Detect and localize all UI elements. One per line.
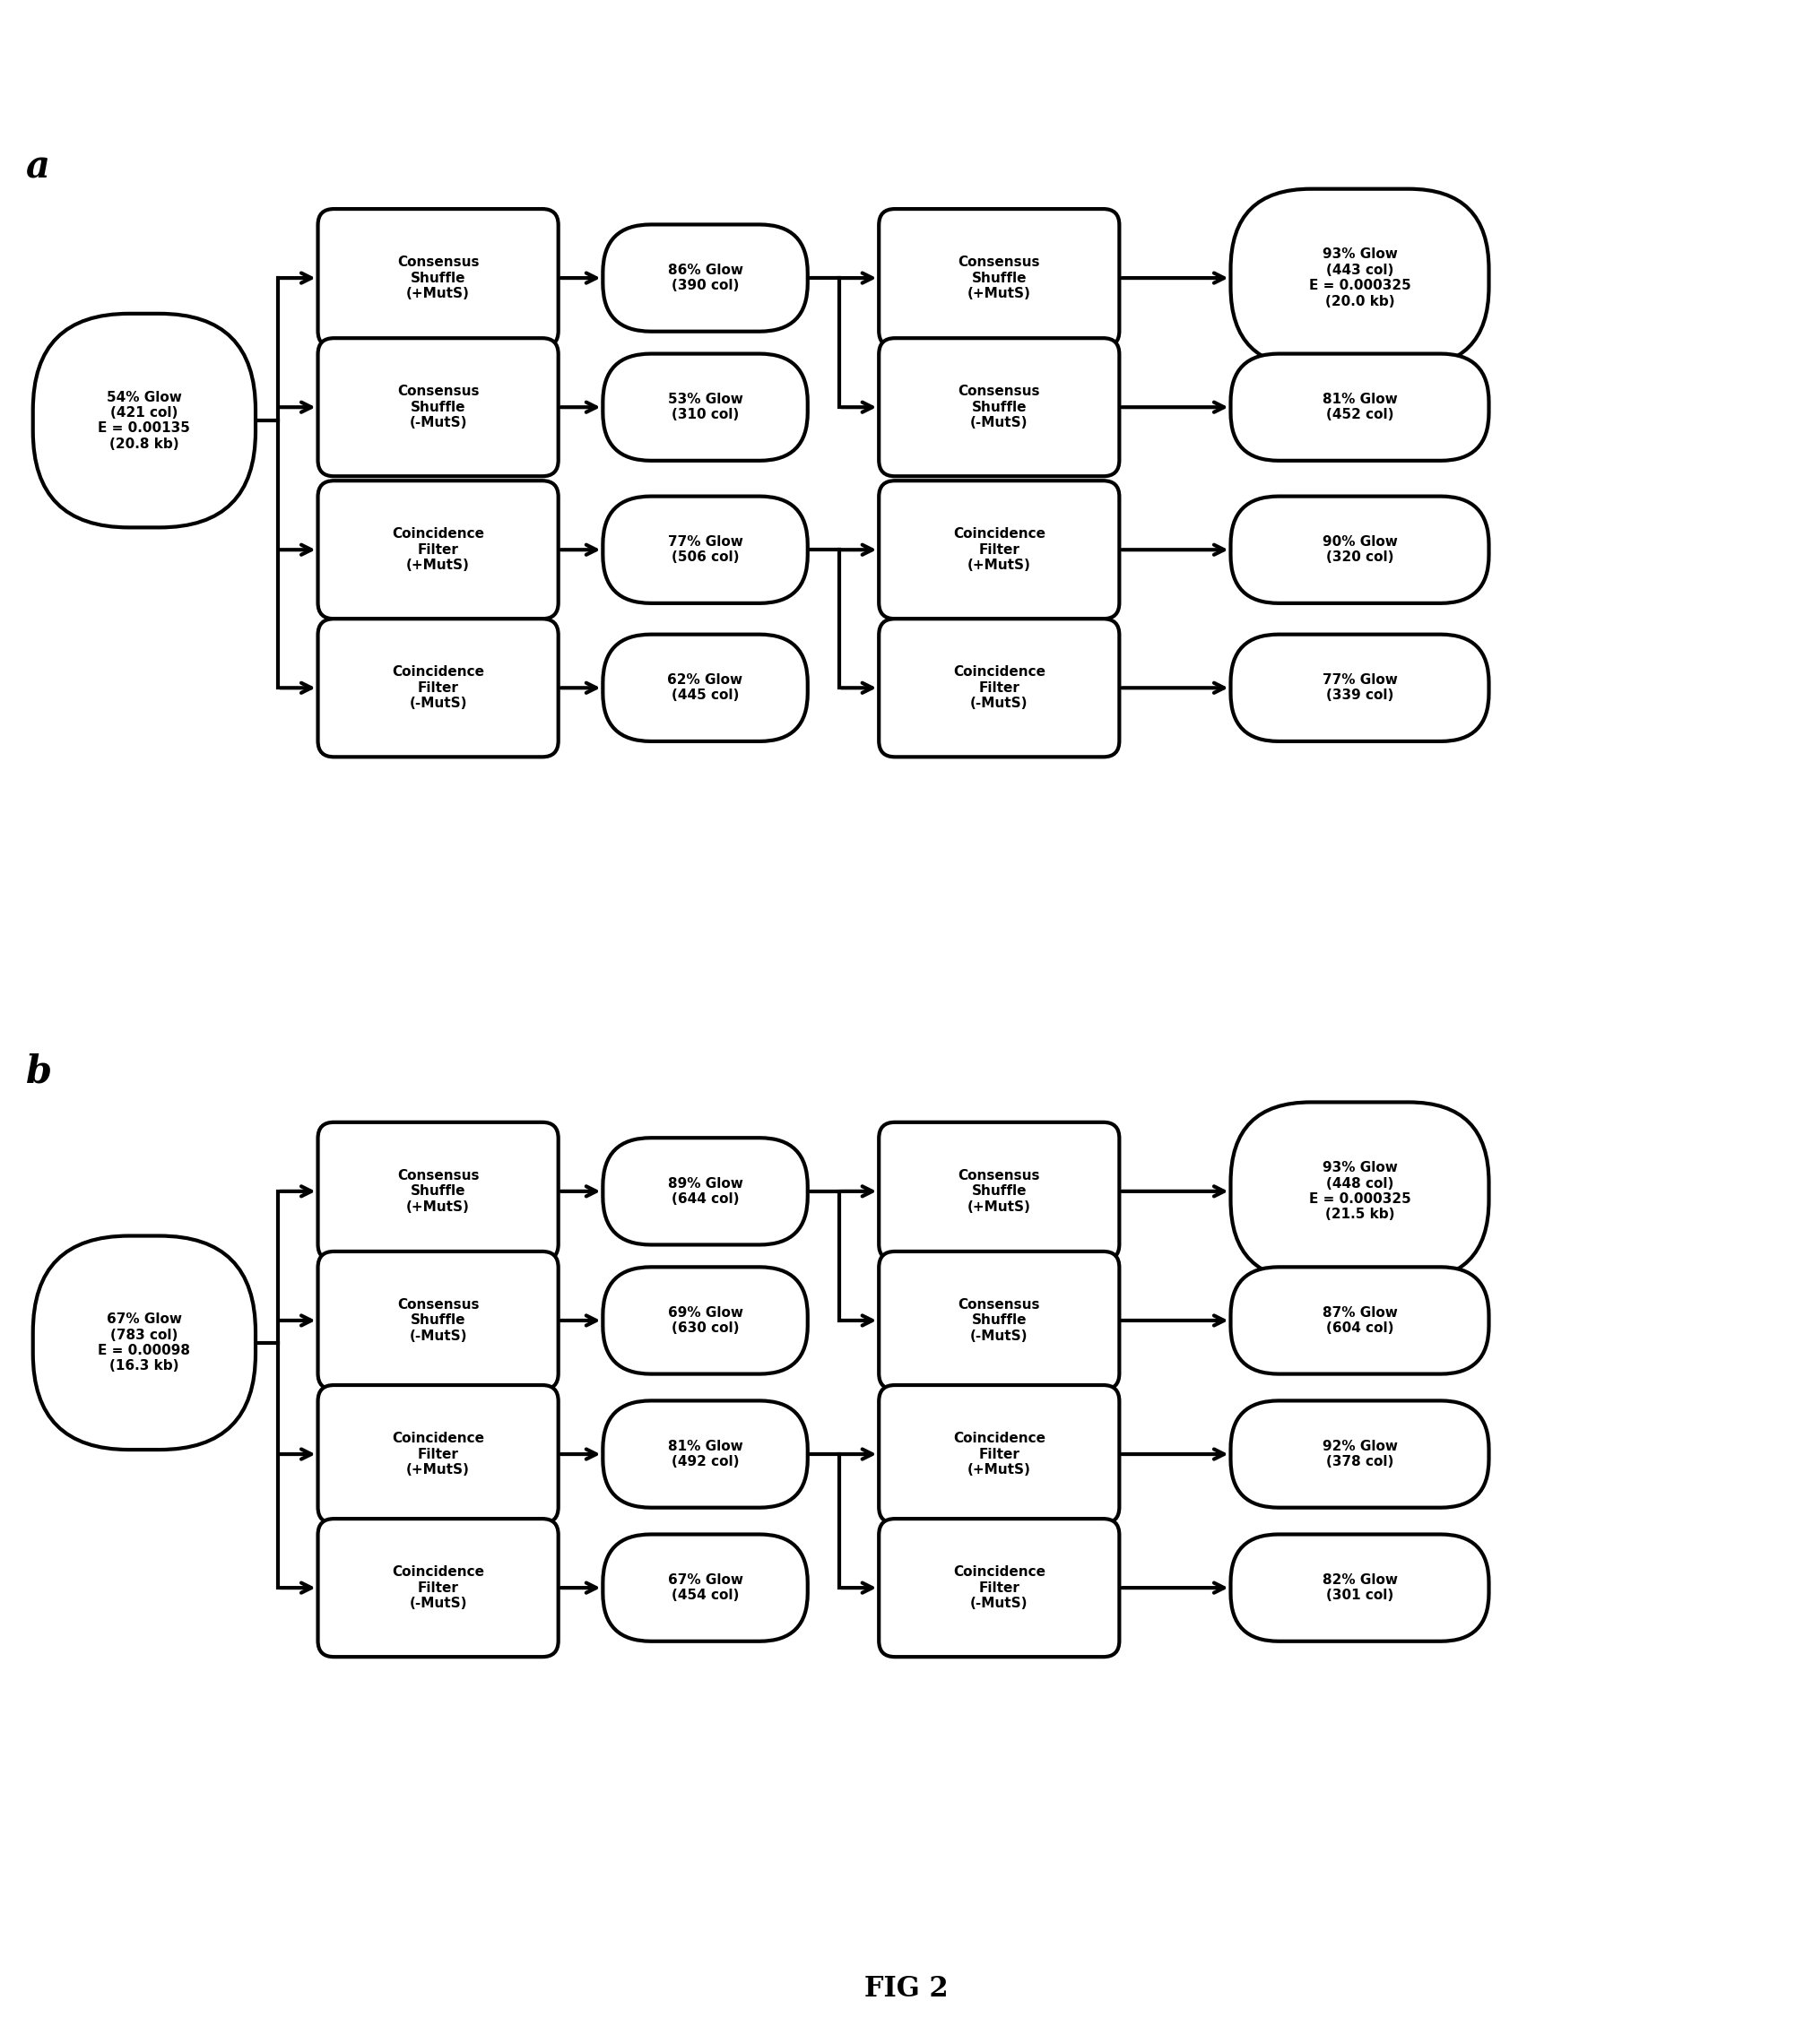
FancyBboxPatch shape	[604, 497, 807, 603]
Text: 67% Glow
(454 col): 67% Glow (454 col)	[667, 1574, 743, 1602]
FancyBboxPatch shape	[1231, 1267, 1488, 1374]
FancyBboxPatch shape	[604, 1535, 807, 1641]
Text: 93% Glow
(443 col)
E = 0.000325
(20.0 kb): 93% Glow (443 col) E = 0.000325 (20.0 kb…	[1309, 247, 1411, 309]
Text: 89% Glow
(644 col): 89% Glow (644 col)	[667, 1177, 743, 1206]
FancyBboxPatch shape	[317, 1386, 558, 1523]
Text: Consensus
Shuffle
(+MutS): Consensus Shuffle (+MutS)	[397, 256, 479, 300]
Text: a: a	[25, 149, 51, 186]
Text: Coincidence
Filter
(-MutS): Coincidence Filter (-MutS)	[954, 666, 1046, 709]
FancyBboxPatch shape	[1231, 1535, 1488, 1641]
FancyBboxPatch shape	[317, 208, 558, 347]
FancyBboxPatch shape	[33, 313, 256, 527]
FancyBboxPatch shape	[879, 1251, 1119, 1390]
FancyBboxPatch shape	[1231, 1102, 1488, 1280]
Text: 86% Glow
(390 col): 86% Glow (390 col)	[667, 264, 743, 292]
Text: Consensus
Shuffle
(+MutS): Consensus Shuffle (+MutS)	[397, 1169, 479, 1214]
FancyBboxPatch shape	[604, 1400, 807, 1508]
FancyBboxPatch shape	[879, 480, 1119, 619]
Text: Consensus
Shuffle
(+MutS): Consensus Shuffle (+MutS)	[957, 1169, 1041, 1214]
Text: Coincidence
Filter
(-MutS): Coincidence Filter (-MutS)	[954, 1566, 1046, 1611]
Text: Consensus
Shuffle
(-MutS): Consensus Shuffle (-MutS)	[397, 1298, 479, 1343]
FancyBboxPatch shape	[1231, 1400, 1488, 1508]
FancyBboxPatch shape	[879, 1519, 1119, 1658]
Text: Coincidence
Filter
(+MutS): Coincidence Filter (+MutS)	[392, 1433, 484, 1476]
FancyBboxPatch shape	[879, 337, 1119, 476]
Text: Coincidence
Filter
(+MutS): Coincidence Filter (+MutS)	[392, 527, 484, 572]
FancyBboxPatch shape	[879, 1122, 1119, 1261]
Text: 77% Glow
(506 col): 77% Glow (506 col)	[667, 536, 743, 564]
FancyBboxPatch shape	[604, 634, 807, 742]
FancyBboxPatch shape	[1231, 634, 1488, 742]
Text: 62% Glow
(445 col): 62% Glow (445 col)	[667, 672, 743, 703]
FancyBboxPatch shape	[879, 208, 1119, 347]
Text: 87% Glow
(604 col): 87% Glow (604 col)	[1322, 1306, 1398, 1335]
Text: Coincidence
Filter
(+MutS): Coincidence Filter (+MutS)	[954, 527, 1046, 572]
FancyBboxPatch shape	[33, 1237, 256, 1449]
Text: 92% Glow
(378 col): 92% Glow (378 col)	[1322, 1439, 1398, 1470]
Text: 81% Glow
(492 col): 81% Glow (492 col)	[667, 1439, 743, 1470]
Text: Consensus
Shuffle
(-MutS): Consensus Shuffle (-MutS)	[957, 1298, 1041, 1343]
FancyBboxPatch shape	[317, 337, 558, 476]
Text: 53% Glow
(310 col): 53% Glow (310 col)	[667, 392, 743, 421]
Text: 81% Glow
(452 col): 81% Glow (452 col)	[1322, 392, 1398, 421]
Text: 90% Glow
(320 col): 90% Glow (320 col)	[1322, 536, 1398, 564]
Text: Coincidence
Filter
(-MutS): Coincidence Filter (-MutS)	[392, 666, 484, 709]
FancyBboxPatch shape	[604, 225, 807, 331]
Text: 82% Glow
(301 col): 82% Glow (301 col)	[1322, 1574, 1398, 1602]
Text: 77% Glow
(339 col): 77% Glow (339 col)	[1322, 672, 1398, 703]
Text: 93% Glow
(448 col)
E = 0.000325
(21.5 kb): 93% Glow (448 col) E = 0.000325 (21.5 kb…	[1309, 1161, 1411, 1222]
FancyBboxPatch shape	[317, 480, 558, 619]
FancyBboxPatch shape	[604, 1267, 807, 1374]
Text: Consensus
Shuffle
(+MutS): Consensus Shuffle (+MutS)	[957, 256, 1041, 300]
FancyBboxPatch shape	[1231, 497, 1488, 603]
FancyBboxPatch shape	[317, 1251, 558, 1390]
Text: Consensus
Shuffle
(-MutS): Consensus Shuffle (-MutS)	[957, 384, 1041, 429]
FancyBboxPatch shape	[604, 354, 807, 460]
FancyBboxPatch shape	[1231, 188, 1488, 368]
Text: Coincidence
Filter
(+MutS): Coincidence Filter (+MutS)	[954, 1433, 1046, 1476]
FancyBboxPatch shape	[879, 1386, 1119, 1523]
Text: 69% Glow
(630 col): 69% Glow (630 col)	[667, 1306, 743, 1335]
Text: Coincidence
Filter
(-MutS): Coincidence Filter (-MutS)	[392, 1566, 484, 1611]
FancyBboxPatch shape	[317, 1122, 558, 1261]
FancyBboxPatch shape	[317, 619, 558, 756]
Text: b: b	[25, 1053, 53, 1091]
Text: Consensus
Shuffle
(-MutS): Consensus Shuffle (-MutS)	[397, 384, 479, 429]
Text: 67% Glow
(783 col)
E = 0.00098
(16.3 kb): 67% Glow (783 col) E = 0.00098 (16.3 kb)	[98, 1312, 190, 1374]
Text: 54% Glow
(421 col)
E = 0.00135
(20.8 kb): 54% Glow (421 col) E = 0.00135 (20.8 kb)	[98, 390, 190, 450]
FancyBboxPatch shape	[317, 1519, 558, 1658]
FancyBboxPatch shape	[879, 619, 1119, 756]
FancyBboxPatch shape	[1231, 354, 1488, 460]
Text: FIG 2: FIG 2	[865, 1975, 948, 2003]
FancyBboxPatch shape	[604, 1139, 807, 1245]
